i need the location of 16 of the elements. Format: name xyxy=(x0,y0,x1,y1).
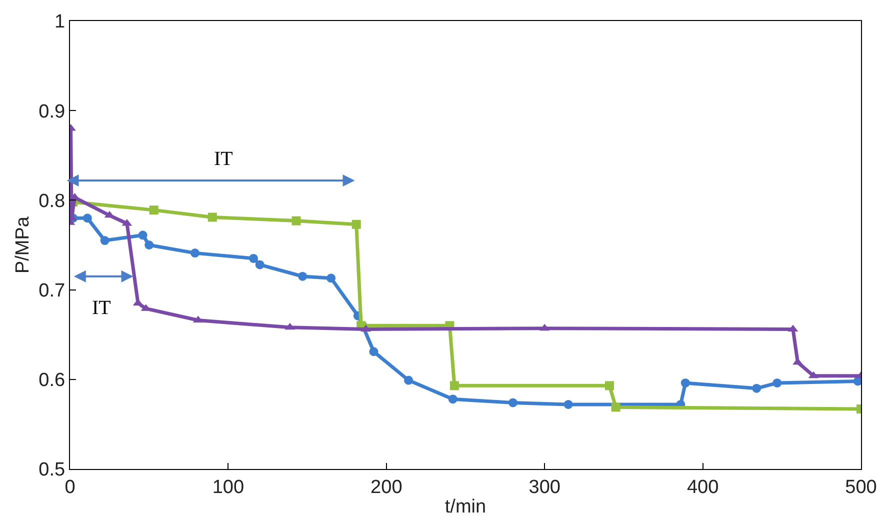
y-tick-label: 0.9 xyxy=(38,101,66,122)
y-tick-label: 0.7 xyxy=(38,280,66,302)
x-tick-label: 200 xyxy=(370,476,402,498)
x-tick-label: 500 xyxy=(845,476,877,498)
y-tick-label: 0.6 xyxy=(38,370,66,392)
x-tick-label: 100 xyxy=(212,476,244,498)
annotation: IT xyxy=(214,148,233,170)
y-tick-label: 0.8 xyxy=(38,190,66,212)
y-tick-label: 0.5 xyxy=(38,460,66,481)
x-tick-label: 0 xyxy=(64,476,76,498)
annotation: IT xyxy=(92,297,111,319)
x-tick-label: 300 xyxy=(528,476,560,498)
x-axis-title: t/min xyxy=(444,496,486,518)
x-tick-label: 400 xyxy=(686,476,719,498)
y-tick-label: 1 xyxy=(54,12,66,33)
y-axis-title: P/MPa xyxy=(12,216,34,274)
